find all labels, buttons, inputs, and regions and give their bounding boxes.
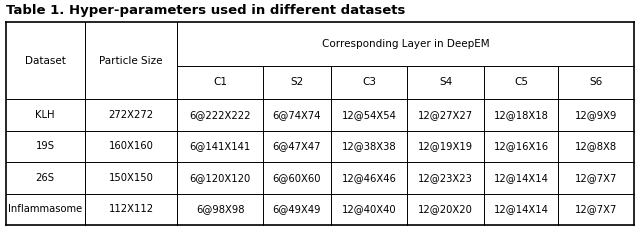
Text: KLH: KLH [35, 110, 55, 120]
Text: 12@20X20: 12@20X20 [418, 204, 473, 214]
Text: 26S: 26S [36, 173, 55, 183]
Text: Inflammasome: Inflammasome [8, 204, 83, 214]
Text: 6@60X60: 6@60X60 [273, 173, 321, 183]
Text: S4: S4 [439, 77, 452, 87]
Text: 112X112: 112X112 [108, 204, 154, 214]
Text: 6@120X120: 6@120X120 [189, 173, 251, 183]
Text: 12@14X14: 12@14X14 [493, 173, 548, 183]
Text: 12@23X23: 12@23X23 [418, 173, 473, 183]
Text: 6@98X98: 6@98X98 [196, 204, 244, 214]
Text: 12@40X40: 12@40X40 [342, 204, 396, 214]
Text: C1: C1 [213, 77, 227, 87]
Text: 12@46X46: 12@46X46 [342, 173, 396, 183]
Text: 6@49X49: 6@49X49 [273, 204, 321, 214]
Text: 6@74X74: 6@74X74 [273, 110, 321, 120]
Text: 19S: 19S [36, 141, 55, 151]
Text: 12@16X16: 12@16X16 [493, 141, 548, 151]
Text: 6@47X47: 6@47X47 [273, 141, 321, 151]
Text: 6@222X222: 6@222X222 [189, 110, 251, 120]
Text: 12@9X9: 12@9X9 [575, 110, 617, 120]
Text: 12@7X7: 12@7X7 [575, 173, 617, 183]
Text: 272X272: 272X272 [108, 110, 154, 120]
Text: 12@14X14: 12@14X14 [493, 204, 548, 214]
Text: 12@27X27: 12@27X27 [418, 110, 473, 120]
Text: C3: C3 [362, 77, 376, 87]
Text: Corresponding Layer in DeepEM: Corresponding Layer in DeepEM [322, 39, 490, 49]
Text: S6: S6 [589, 77, 603, 87]
Text: C5: C5 [514, 77, 528, 87]
Text: S2: S2 [290, 77, 303, 87]
Text: 12@38X38: 12@38X38 [342, 141, 396, 151]
Text: 12@54X54: 12@54X54 [342, 110, 396, 120]
Text: Table 1. Hyper-parameters used in different datasets: Table 1. Hyper-parameters used in differ… [6, 4, 405, 17]
Text: 12@18X18: 12@18X18 [493, 110, 548, 120]
Text: 150X150: 150X150 [109, 173, 154, 183]
Text: 12@8X8: 12@8X8 [575, 141, 617, 151]
Text: Dataset: Dataset [25, 56, 66, 65]
Text: 12@19X19: 12@19X19 [418, 141, 473, 151]
Text: Particle Size: Particle Size [99, 56, 163, 65]
Text: 6@141X141: 6@141X141 [189, 141, 251, 151]
Text: 12@7X7: 12@7X7 [575, 204, 617, 214]
Text: 160X160: 160X160 [109, 141, 154, 151]
